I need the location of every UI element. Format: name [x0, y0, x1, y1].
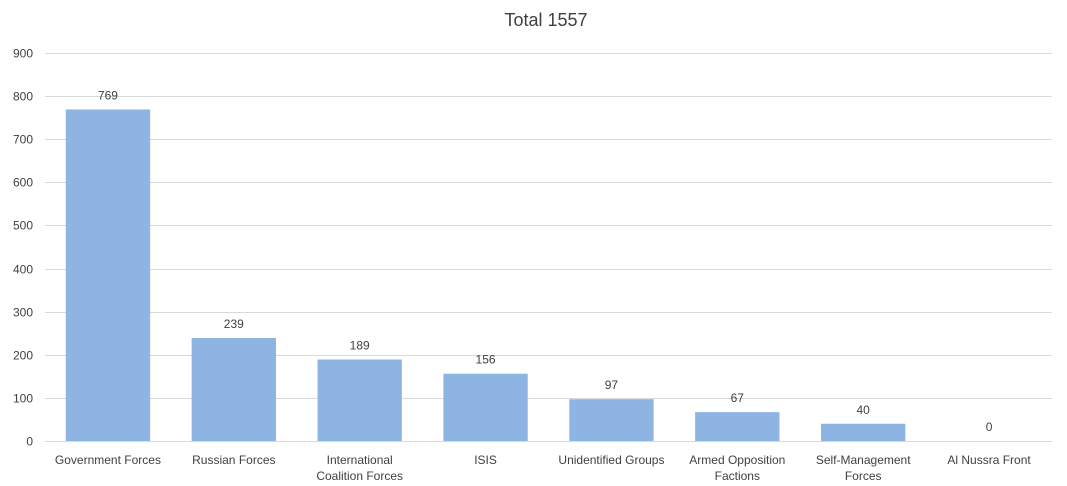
- x-category-label: International Coalition Forces: [316, 453, 403, 483]
- data-label: 67: [731, 391, 745, 405]
- category-labels: Government Forces Russian Forces Internati…: [55, 453, 1031, 483]
- y-tick-label: 700: [13, 133, 33, 147]
- chart-title: Total 1557: [504, 10, 587, 30]
- data-label: 189: [350, 339, 370, 353]
- x-category-label: Unidentified Groups: [558, 453, 664, 467]
- y-tick-label: 0: [26, 435, 33, 449]
- data-label: 239: [224, 317, 244, 331]
- y-tick-label: 800: [13, 90, 33, 104]
- data-label: 156: [476, 353, 496, 367]
- data-label: 769: [98, 88, 118, 102]
- bar: [317, 359, 402, 441]
- y-tick-label: 900: [13, 47, 33, 61]
- x-category-label: Al Nussra Front: [947, 453, 1031, 467]
- bar: [821, 423, 906, 441]
- y-tick-label: 100: [13, 392, 33, 406]
- y-tick-label: 200: [13, 349, 33, 363]
- y-tick-label: 600: [13, 176, 33, 190]
- bar: [443, 373, 528, 441]
- data-label: 40: [857, 403, 871, 417]
- x-category-label: Self-Management Forces: [816, 453, 911, 483]
- bars: [65, 109, 906, 441]
- bar: [695, 412, 780, 441]
- x-category-label: Armed Opposition Factions: [689, 453, 785, 483]
- x-category-label: Government Forces: [55, 453, 161, 467]
- bar: [65, 109, 151, 441]
- y-tick-label: 300: [13, 306, 33, 320]
- y-tick-label: 400: [13, 263, 33, 277]
- y-tick-label: 500: [13, 219, 33, 233]
- x-category-label: ISIS: [474, 453, 497, 467]
- x-category-label: Russian Forces: [192, 453, 275, 467]
- y-axis-tick-labels: 0 100 200 300 400 500 600 700 800 900: [13, 47, 33, 449]
- bar: [191, 337, 276, 441]
- data-label: 0: [986, 420, 993, 434]
- data-label: 97: [605, 378, 619, 392]
- data-labels: 769 239 189 156 97 67 40 0: [98, 88, 993, 434]
- bar: [569, 399, 654, 441]
